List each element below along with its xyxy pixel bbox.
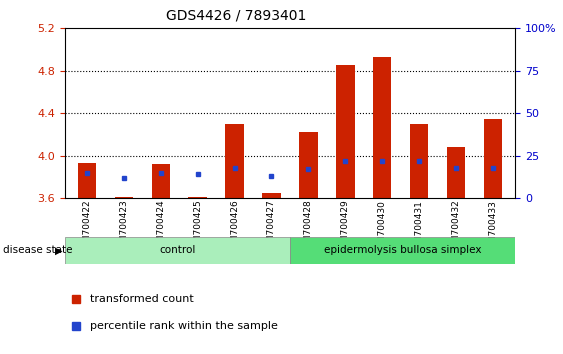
Bar <box>189 197 207 198</box>
Text: epidermolysis bullosa simplex: epidermolysis bullosa simplex <box>324 245 481 256</box>
Bar <box>447 147 465 198</box>
Bar <box>151 164 170 198</box>
Bar <box>78 163 96 198</box>
Bar <box>410 124 428 198</box>
Text: disease state: disease state <box>3 245 72 256</box>
Bar <box>262 193 281 198</box>
Text: GDS4426 / 7893401: GDS4426 / 7893401 <box>166 9 307 23</box>
Bar <box>299 132 318 198</box>
Bar <box>225 124 244 198</box>
Bar <box>484 119 502 198</box>
Text: percentile rank within the sample: percentile rank within the sample <box>90 321 278 331</box>
Text: ▶: ▶ <box>55 245 62 256</box>
Bar <box>373 57 391 198</box>
Bar <box>115 197 133 198</box>
Bar <box>65 237 290 264</box>
Bar <box>290 237 515 264</box>
Text: control: control <box>159 245 195 256</box>
Bar <box>336 65 355 198</box>
Text: transformed count: transformed count <box>90 294 193 304</box>
